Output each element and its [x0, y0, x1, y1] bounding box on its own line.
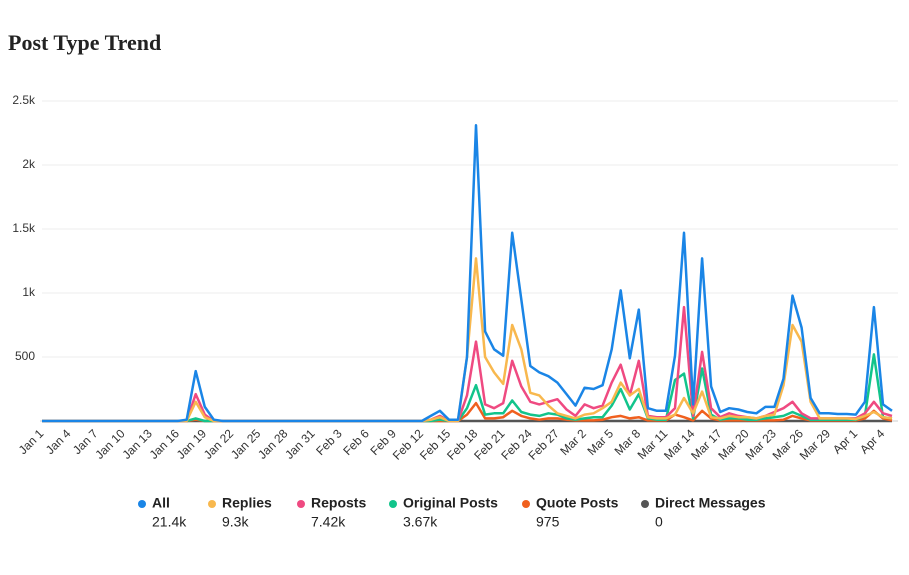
legend-total: 0: [655, 514, 663, 530]
x-tick-label: Jan 22: [201, 426, 237, 462]
x-tick-label: Jan 13: [119, 426, 155, 462]
x-tick-label: Mar 29: [797, 426, 834, 463]
legend-label: All: [152, 495, 170, 511]
x-tick-label: Jan 1: [16, 426, 47, 457]
x-tick-label: Feb 6: [340, 426, 372, 458]
x-tick-label: Jan 16: [147, 426, 183, 462]
legend-swatch: [389, 500, 397, 508]
chart-title: Post Type Trend: [8, 30, 161, 55]
legend-total: 7.42k: [311, 514, 346, 530]
x-tick-label: Jan 19: [174, 426, 210, 462]
y-tick-label: 2k: [22, 157, 36, 171]
x-tick-label: Jan 10: [92, 426, 128, 462]
series-line: [42, 124, 893, 423]
legend-swatch: [641, 500, 649, 508]
legend-label: Replies: [222, 495, 272, 511]
x-tick-label: Jan 4: [43, 426, 74, 457]
legend-label: Quote Posts: [536, 495, 619, 511]
legend-total: 9.3k: [222, 514, 249, 530]
legend-total: 21.4k: [152, 514, 187, 530]
x-tick-label: Jan 25: [228, 426, 264, 462]
x-tick-label: Apr 1: [830, 426, 860, 456]
legend-label: Original Posts: [403, 495, 498, 511]
x-tick-label: Mar 2: [557, 426, 589, 458]
legend-swatch: [297, 500, 305, 508]
x-tick-label: Mar 5: [584, 426, 616, 458]
x-tick-label: Apr 4: [857, 426, 887, 456]
legend-total: 3.67k: [403, 514, 438, 530]
legend-swatch: [208, 500, 216, 508]
legend-total: 975: [536, 514, 560, 530]
legend-swatch: [138, 500, 146, 508]
x-tick-label: Jan 28: [255, 426, 291, 462]
x-tick-label: Feb 3: [313, 426, 345, 458]
y-tick-label: 2.5k: [12, 93, 36, 107]
x-tick-label: Feb 27: [525, 426, 562, 463]
legend-label: Reposts: [311, 495, 366, 511]
y-tick-label: 1k: [22, 285, 36, 299]
legend-label: Direct Messages: [655, 495, 766, 511]
y-tick-label: 1.5k: [12, 221, 36, 235]
x-tick-label: Jan 31: [282, 426, 318, 462]
legend-swatch: [522, 500, 530, 508]
y-tick-label: 500: [15, 349, 35, 363]
